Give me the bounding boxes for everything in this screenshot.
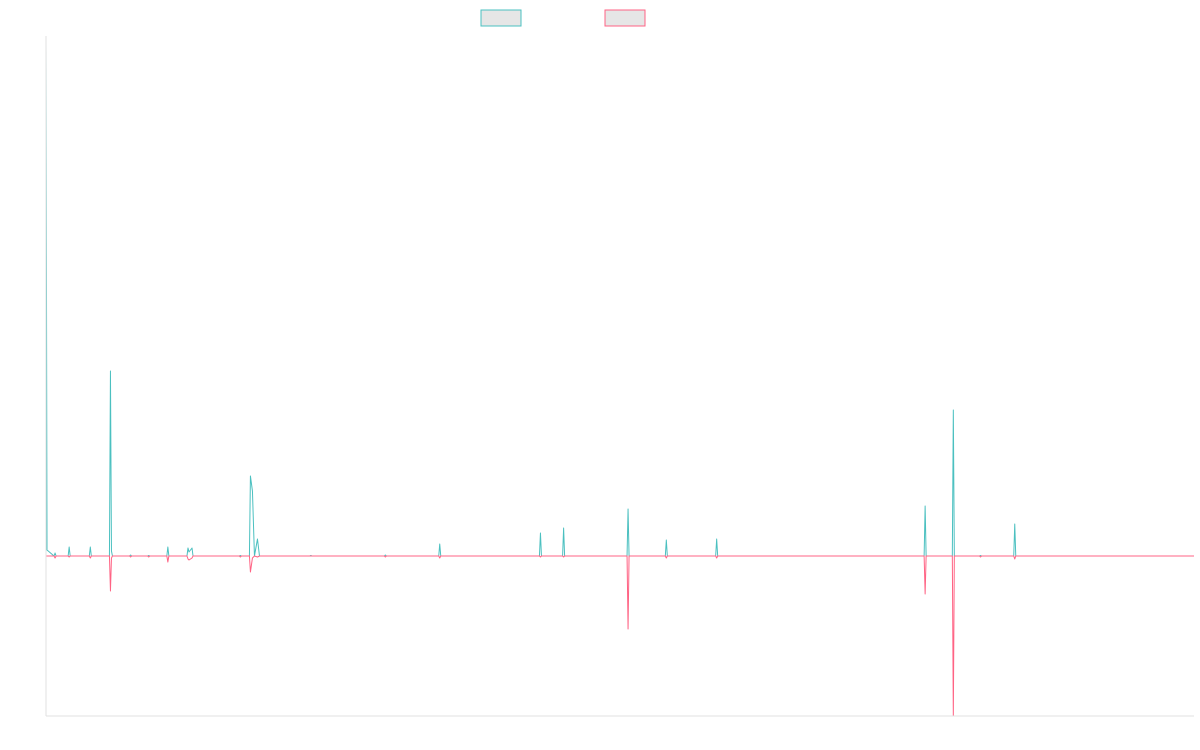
axes-layer xyxy=(45,36,1194,717)
series-1-line xyxy=(45,43,1194,557)
legend-swatch-series-2[interactable] xyxy=(604,9,646,27)
series-2-line xyxy=(46,555,1194,717)
legend-swatch-series-1[interactable] xyxy=(480,9,522,27)
series-layer xyxy=(45,43,1194,717)
legend xyxy=(480,9,646,27)
